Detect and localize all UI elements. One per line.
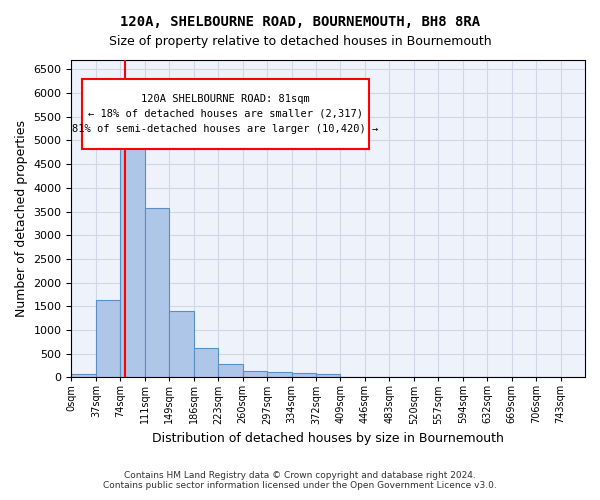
X-axis label: Distribution of detached houses by size in Bournemouth: Distribution of detached houses by size … [152,432,504,445]
Bar [292,374,316,377]
Bar [145,208,169,377]
FancyBboxPatch shape [82,79,369,149]
Bar [96,300,121,377]
Bar [121,138,145,377]
Y-axis label: Number of detached properties: Number of detached properties [15,120,28,317]
Bar [169,311,194,377]
Bar [71,374,96,377]
Bar [218,364,242,377]
Text: 120A SHELBOURNE ROAD: 81sqm
← 18% of detached houses are smaller (2,317)
81% of : 120A SHELBOURNE ROAD: 81sqm ← 18% of det… [73,94,379,134]
Bar [267,372,292,377]
Bar [242,371,267,377]
Text: 120A, SHELBOURNE ROAD, BOURNEMOUTH, BH8 8RA: 120A, SHELBOURNE ROAD, BOURNEMOUTH, BH8 … [120,15,480,29]
Bar [316,374,340,377]
Text: Contains HM Land Registry data © Crown copyright and database right 2024.
Contai: Contains HM Land Registry data © Crown c… [103,470,497,490]
Bar [194,348,218,377]
Text: Size of property relative to detached houses in Bournemouth: Size of property relative to detached ho… [109,35,491,48]
